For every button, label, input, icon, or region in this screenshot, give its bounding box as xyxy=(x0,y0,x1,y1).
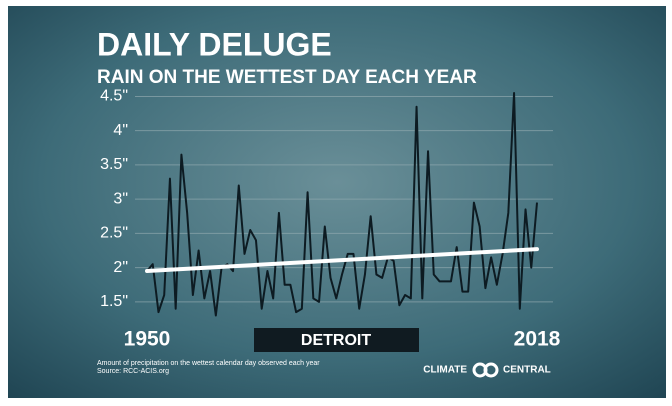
x-tick-label: 2018 xyxy=(514,328,561,351)
chart: DAILY DELUGE RAIN ON THE WETTEST DAY EAC… xyxy=(0,0,672,406)
x-tick-label: 1950 xyxy=(124,328,171,351)
y-tick-label: 1.5" xyxy=(100,293,128,310)
brand-right: CENTRAL xyxy=(503,365,551,376)
source: Source: RCC-ACIS.org xyxy=(97,368,169,375)
y-tick-label: 2" xyxy=(113,259,128,276)
location-label: DETROIT xyxy=(301,332,371,349)
y-tick-label: 4" xyxy=(113,122,128,139)
y-tick-label: 4.5" xyxy=(100,88,128,105)
y-tick-label: 3" xyxy=(113,190,128,207)
note: Amount of precipitation on the wettest c… xyxy=(97,360,320,367)
y-tick-label: 3.5" xyxy=(100,156,128,173)
y-tick-label: 2.5" xyxy=(100,225,128,242)
brand-left: CLIMATE xyxy=(423,365,467,376)
chart-title: DAILY DELUGE xyxy=(97,26,332,62)
chart-subtitle: RAIN ON THE WETTEST DAY EACH YEAR xyxy=(97,67,477,88)
page: DAILY DELUGE RAIN ON THE WETTEST DAY EAC… xyxy=(0,0,672,406)
